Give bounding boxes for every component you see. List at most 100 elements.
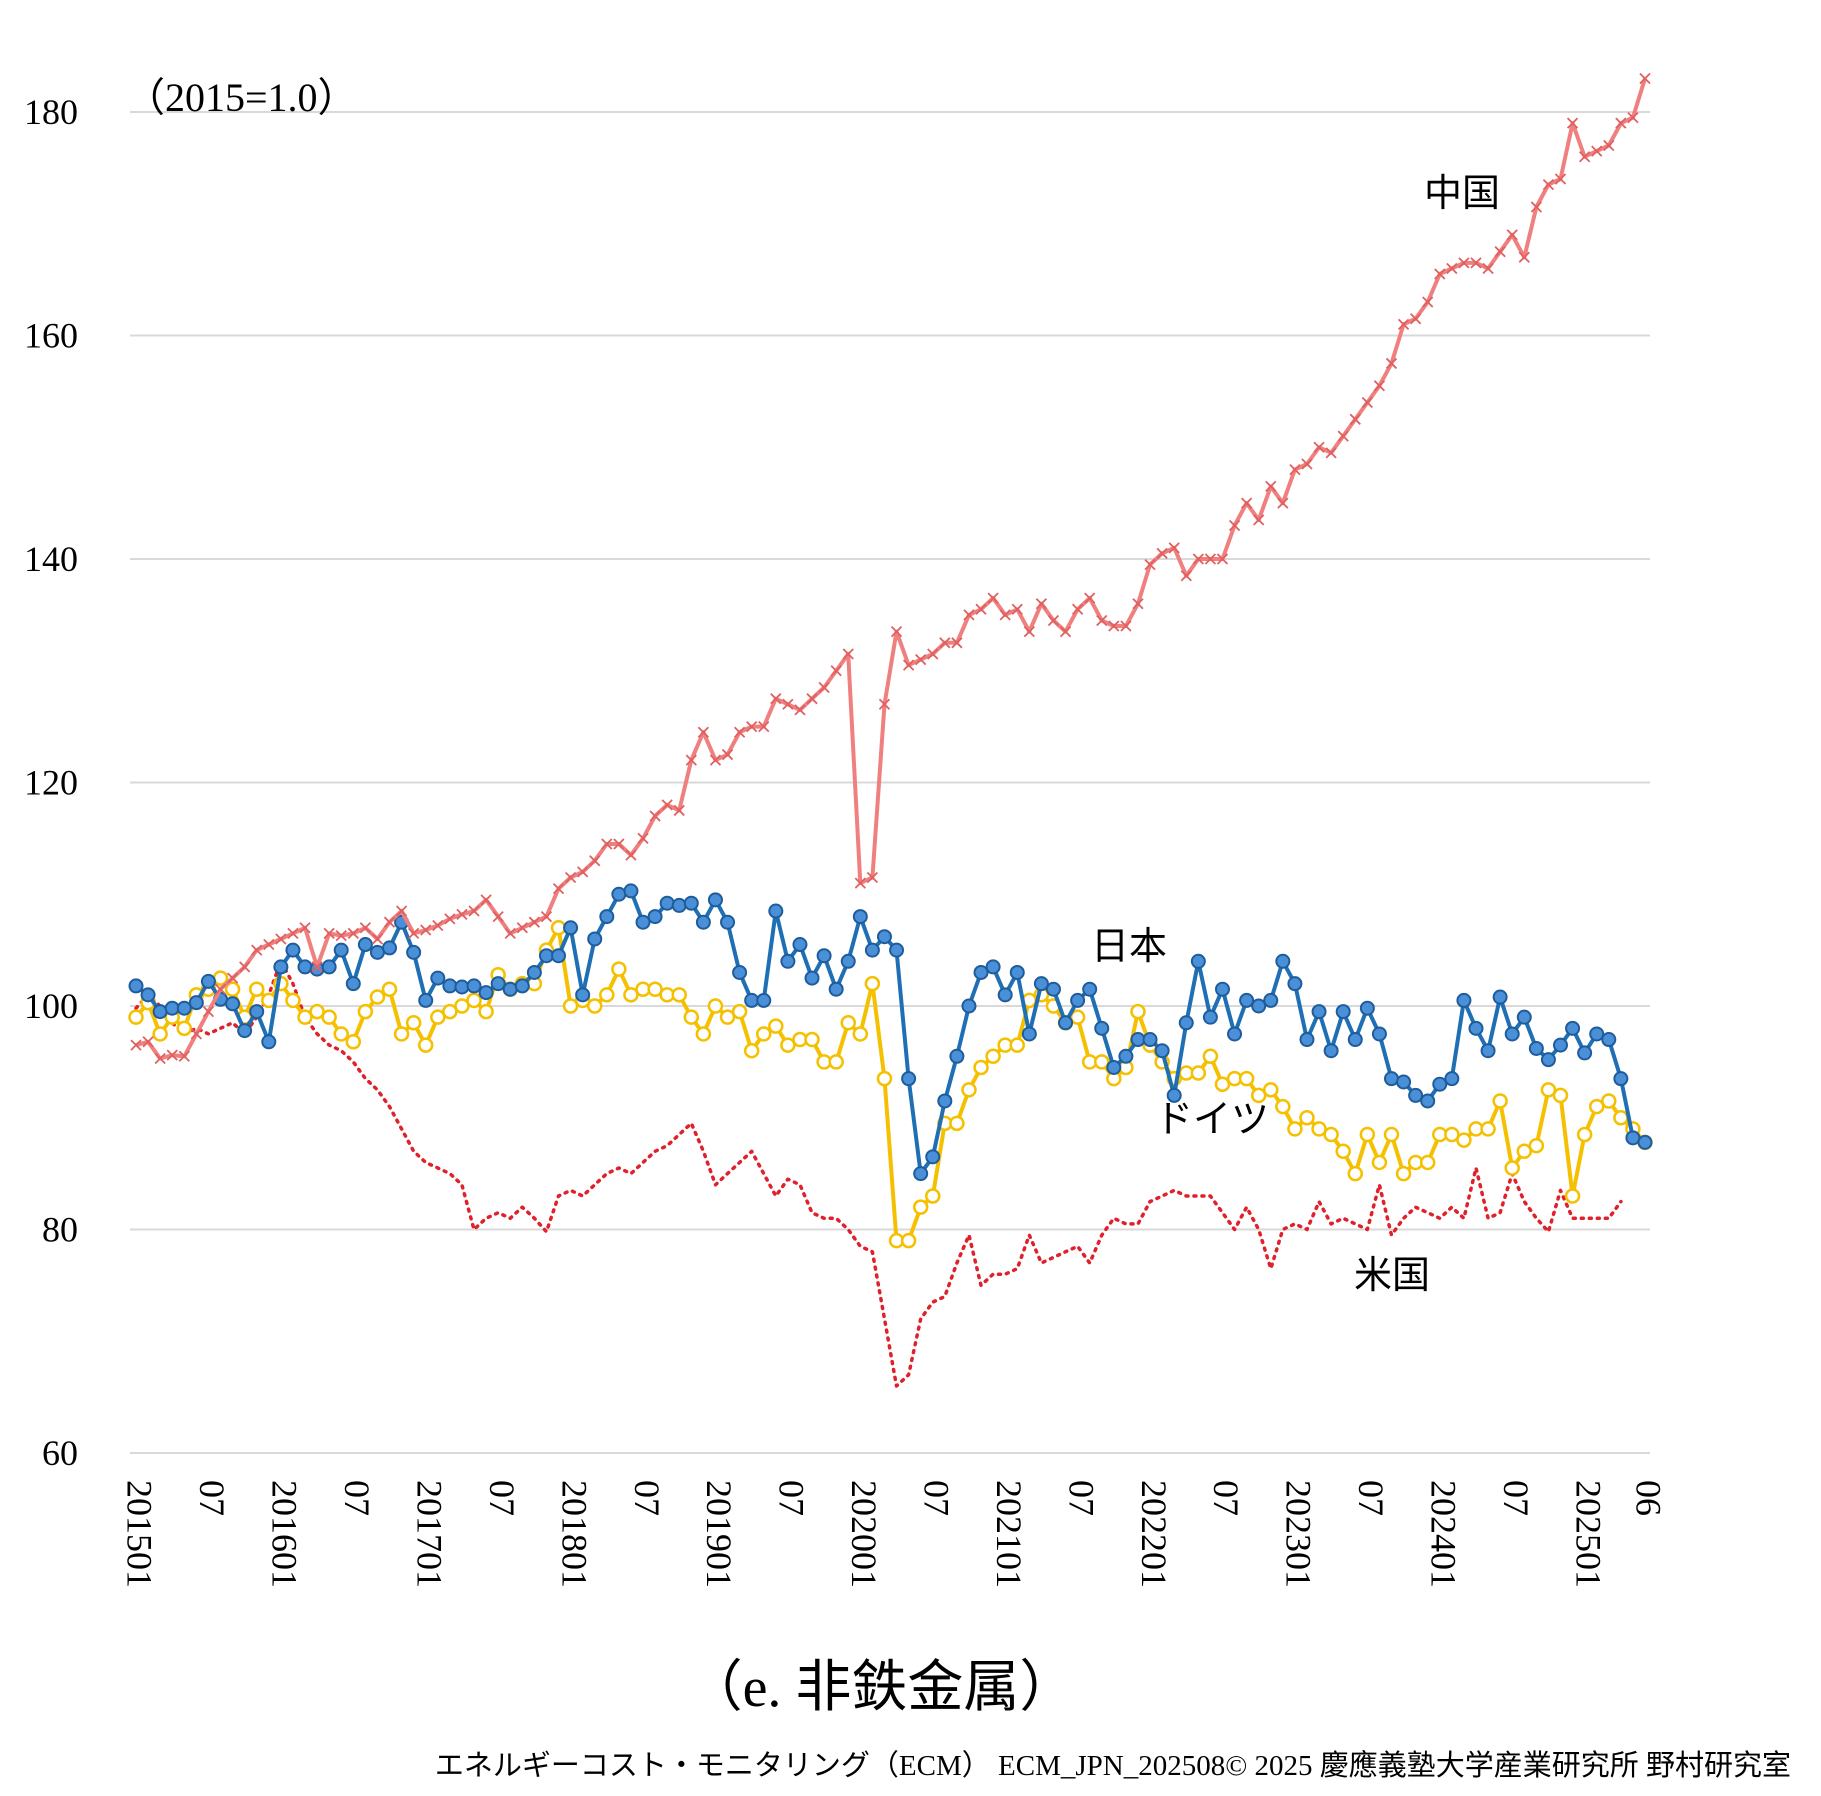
data-point — [1422, 296, 1434, 308]
data-point — [1021, 1026, 1037, 1042]
data-point — [1190, 1065, 1207, 1081]
data-point — [1615, 117, 1627, 129]
data-point — [878, 698, 891, 710]
data-point — [647, 981, 663, 997]
data-point — [913, 1166, 929, 1182]
data-point — [577, 866, 589, 878]
data-point — [1601, 1032, 1617, 1048]
data-point — [1275, 1098, 1291, 1115]
y-tick-label: 160 — [24, 316, 78, 356]
data-point — [1603, 139, 1615, 152]
data-point — [804, 970, 820, 986]
data-point — [1588, 1098, 1605, 1115]
data-point — [502, 981, 518, 997]
data-point — [1154, 1043, 1170, 1059]
data-point — [1094, 1020, 1110, 1036]
data-point — [405, 1015, 422, 1031]
data-point — [1168, 542, 1180, 554]
data-point — [1566, 117, 1579, 129]
data-point — [1084, 592, 1096, 604]
data-point — [707, 998, 724, 1014]
data-point — [1071, 603, 1084, 615]
y-tick-label: 180 — [24, 92, 78, 132]
data-point — [1253, 514, 1265, 526]
data-point — [840, 953, 856, 969]
data-point — [369, 944, 385, 960]
data-point — [1070, 992, 1086, 1008]
data-point — [273, 959, 289, 975]
data-point — [1132, 598, 1144, 610]
data-point — [1347, 1032, 1363, 1048]
data-point — [1504, 1160, 1520, 1176]
x-tick-label: 07 — [482, 1480, 522, 1516]
data-point — [287, 927, 299, 939]
data-point — [709, 754, 722, 766]
data-point — [514, 978, 530, 994]
data-point — [1204, 553, 1217, 565]
data-point — [504, 927, 516, 939]
data-point — [961, 998, 977, 1014]
data-point — [611, 886, 627, 902]
data-point — [1178, 1015, 1194, 1031]
data-point — [1299, 1032, 1315, 1048]
data-point — [1214, 981, 1230, 997]
data-point — [1180, 570, 1192, 582]
data-point — [418, 992, 434, 1008]
data-point — [864, 942, 880, 958]
data-point — [1251, 998, 1267, 1014]
data-point — [551, 948, 567, 964]
data-point — [840, 1015, 856, 1031]
data-point — [490, 976, 506, 992]
data-point — [311, 961, 323, 973]
data-point — [1540, 1082, 1557, 1098]
data-point — [1190, 953, 1206, 969]
data-point — [601, 838, 613, 850]
data-point — [1446, 262, 1458, 275]
data-point — [1335, 1004, 1351, 1020]
label-japan: 日本 — [1091, 926, 1167, 968]
data-point — [719, 1009, 736, 1025]
y-tick-label: 140 — [24, 539, 78, 579]
data-point — [369, 989, 386, 1005]
data-point — [889, 942, 905, 958]
data-point — [876, 929, 892, 945]
series-layer — [128, 72, 1653, 1388]
y-tick-label: 60 — [42, 1433, 78, 1473]
data-point — [890, 626, 903, 638]
label-usa: 米国 — [1354, 1255, 1430, 1297]
data-point — [1118, 1048, 1134, 1064]
data-point — [1228, 519, 1241, 532]
data-point — [744, 992, 760, 1008]
data-point — [285, 942, 301, 958]
data-point — [1371, 1154, 1388, 1171]
data-point — [552, 883, 565, 895]
data-point — [1552, 1037, 1568, 1053]
data-point — [226, 972, 239, 984]
data-point — [1530, 201, 1542, 213]
data-point — [780, 1037, 796, 1053]
data-point — [1564, 1188, 1581, 1204]
data-point — [1613, 1071, 1629, 1087]
data-point — [347, 927, 359, 939]
data-point — [1202, 1048, 1219, 1065]
data-point — [973, 964, 989, 980]
data-point — [1325, 447, 1337, 459]
data-point — [1335, 1143, 1351, 1160]
data-point — [806, 693, 818, 705]
data-point — [190, 1028, 202, 1040]
data-point — [152, 1026, 168, 1042]
data-point — [321, 1009, 337, 1025]
data-point — [251, 944, 263, 956]
data-point — [780, 953, 796, 969]
data-point — [673, 804, 685, 817]
data-point — [357, 937, 373, 953]
data-point — [720, 914, 736, 930]
data-point — [1045, 981, 1061, 997]
data-point — [949, 1115, 965, 1132]
data-point — [456, 908, 468, 921]
data-point — [1480, 1043, 1496, 1059]
data-point — [1397, 318, 1410, 330]
data-point — [1432, 1076, 1448, 1092]
data-point — [756, 992, 772, 1008]
data-point — [1361, 396, 1373, 409]
